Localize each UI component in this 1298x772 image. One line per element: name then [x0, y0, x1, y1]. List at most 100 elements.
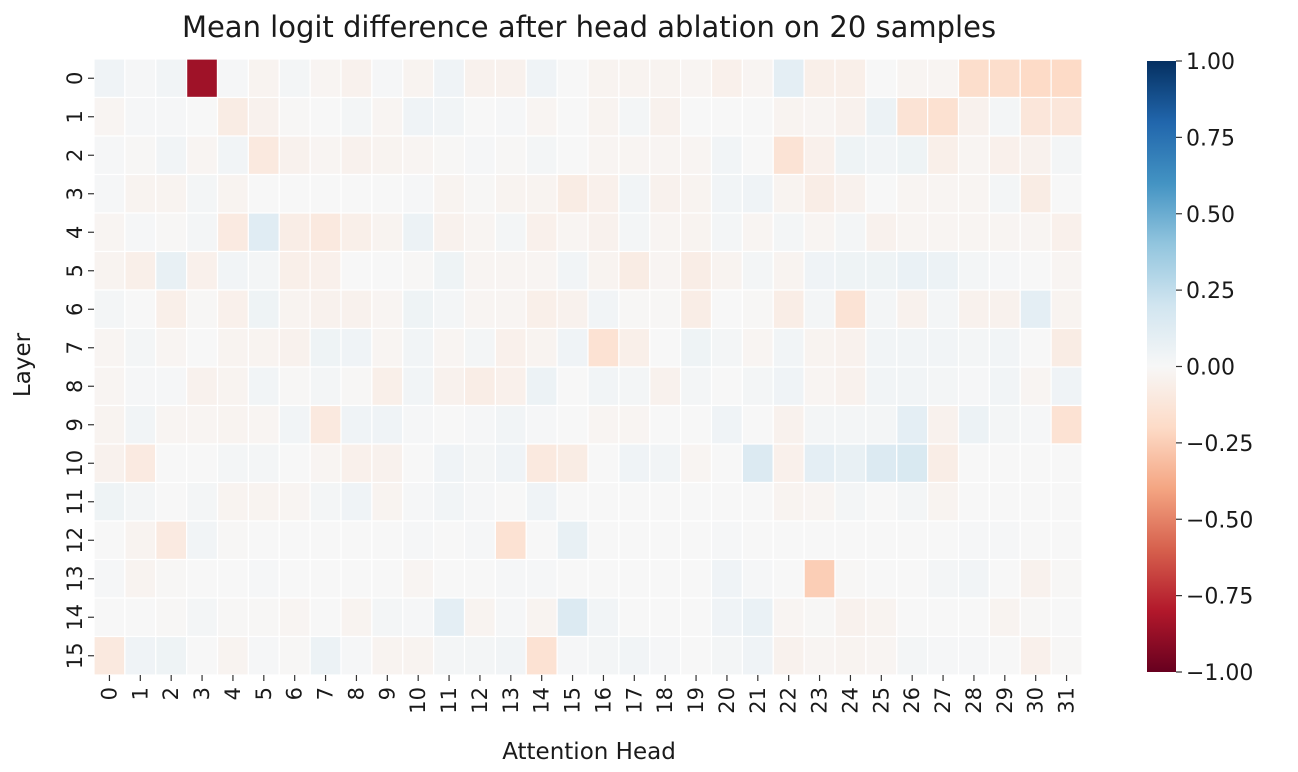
- heatmap-cell: [896, 558, 929, 599]
- heatmap-cell: [680, 250, 713, 291]
- heatmap-cell: [340, 250, 373, 291]
- heatmap-cell: [741, 520, 774, 561]
- heatmap-cell: [803, 635, 836, 676]
- heatmap-cell: [927, 289, 960, 330]
- heatmap-cell: [834, 250, 867, 291]
- heatmap-cell: [1050, 481, 1083, 522]
- heatmap-cell: [587, 520, 620, 561]
- colorbar-tick-label: −0.75: [1186, 585, 1253, 610]
- heatmap-cell: [587, 327, 620, 368]
- x-tick-label: 6: [283, 687, 307, 700]
- heatmap-cell: [710, 58, 743, 99]
- heatmap-cell: [340, 404, 373, 445]
- y-tick-label: 0: [63, 72, 87, 85]
- heatmap-cell: [186, 173, 219, 214]
- heatmap-cell: [772, 520, 805, 561]
- heatmap-cell: [710, 635, 743, 676]
- x-tick-label: 1: [128, 687, 152, 700]
- heatmap-cell: [402, 173, 435, 214]
- heatmap-cell: [680, 443, 713, 484]
- x-tick-label: 27: [931, 687, 955, 714]
- heatmap-cell: [680, 635, 713, 676]
- heatmap-cell: [803, 443, 836, 484]
- heatmap-cell: [278, 520, 311, 561]
- heatmap-cell: [371, 96, 404, 137]
- x-tick-label: 23: [808, 687, 832, 714]
- heatmap-cell: [927, 96, 960, 137]
- heatmap-cell: [463, 366, 496, 407]
- heatmap-cell: [433, 597, 466, 638]
- heatmap-cell: [124, 520, 157, 561]
- heatmap-cell: [587, 481, 620, 522]
- heatmap-cell: [957, 520, 990, 561]
- heatmap-cell: [1019, 558, 1052, 599]
- heatmap-cell: [155, 96, 188, 137]
- heatmap-cell: [494, 250, 527, 291]
- heatmap-cell: [124, 404, 157, 445]
- heatmap-cell: [494, 404, 527, 445]
- heatmap-cell: [463, 96, 496, 137]
- heatmap-cell: [927, 327, 960, 368]
- heatmap-cell: [988, 58, 1021, 99]
- x-tick-label: 0: [97, 687, 121, 700]
- heatmap-cell: [1019, 443, 1052, 484]
- x-tick-label: 9: [375, 687, 399, 700]
- heatmap-cell: [680, 58, 713, 99]
- heatmap-cell: [957, 327, 990, 368]
- x-tick-label: 19: [684, 687, 708, 714]
- heatmap-cell: [525, 96, 558, 137]
- heatmap-cell: [834, 558, 867, 599]
- heatmap-cell: [1050, 58, 1083, 99]
- y-tick-label: 7: [63, 341, 87, 354]
- chart-title: Mean logit difference after head ablatio…: [182, 10, 996, 44]
- heatmap-cell: [340, 96, 373, 137]
- heatmap-cell: [402, 212, 435, 253]
- colorbar-tick-label: −0.50: [1186, 508, 1253, 533]
- heatmap-cell: [927, 173, 960, 214]
- heatmap-cell: [433, 520, 466, 561]
- heatmap-cell: [278, 404, 311, 445]
- heatmap-cell: [93, 366, 126, 407]
- heatmap-cell: [278, 481, 311, 522]
- heatmap-cell: [710, 481, 743, 522]
- heatmap-cell: [556, 289, 589, 330]
- heatmap-cell: [186, 404, 219, 445]
- heatmap-cell: [216, 327, 249, 368]
- heatmap-cell: [247, 289, 280, 330]
- heatmap-cell: [834, 366, 867, 407]
- heatmap-cell: [649, 404, 682, 445]
- x-tick-label: 29: [993, 687, 1017, 714]
- heatmap-cell: [649, 289, 682, 330]
- heatmap-cell: [124, 327, 157, 368]
- heatmap-cell: [525, 443, 558, 484]
- heatmap-cell: [247, 173, 280, 214]
- heatmap-cell: [186, 635, 219, 676]
- heatmap-cell: [463, 404, 496, 445]
- heatmap-cell: [186, 366, 219, 407]
- heatmap-cell: [340, 597, 373, 638]
- heatmap-cell: [649, 520, 682, 561]
- heatmap-cell: [216, 289, 249, 330]
- heatmap-cell: [124, 366, 157, 407]
- heatmap-cell: [803, 96, 836, 137]
- heatmap-cell: [216, 404, 249, 445]
- x-axis-ticks: 0 1 2 3 4 5 6 7 8 9 10 11 12 13 14 15 16 17 18 19 20 21 22 23 24…: [97, 675, 1079, 714]
- heatmap-cell: [247, 366, 280, 407]
- heatmap-cell: [433, 404, 466, 445]
- heatmap-cell: [680, 173, 713, 214]
- heatmap-cell: [433, 96, 466, 137]
- heatmap-cell: [587, 289, 620, 330]
- heatmap-cell: [896, 597, 929, 638]
- heatmap-cell: [494, 212, 527, 253]
- heatmap-cell: [741, 173, 774, 214]
- heatmap-cell: [371, 289, 404, 330]
- heatmap-cell: [278, 443, 311, 484]
- heatmap-cell: [927, 58, 960, 99]
- heatmap-cell: [309, 520, 342, 561]
- heatmap-cell: [93, 173, 126, 214]
- heatmap-cell: [186, 558, 219, 599]
- y-axis-label: Layer: [10, 332, 36, 397]
- heatmap-cell: [340, 635, 373, 676]
- heatmap-cell: [741, 635, 774, 676]
- heatmap-cell: [988, 173, 1021, 214]
